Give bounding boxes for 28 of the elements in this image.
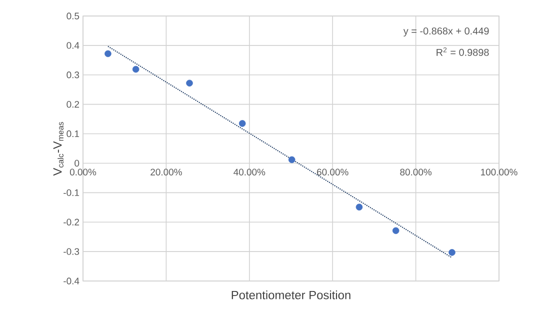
y-tick-label: 0: [74, 160, 80, 167]
y-tick-label: 0.2: [66, 100, 80, 108]
point: [132, 66, 140, 73]
y-tick-label: 0.4: [66, 42, 80, 49]
y-tick-label: 0.3: [66, 72, 80, 78]
point: [238, 120, 246, 127]
point: [356, 204, 363, 210]
point: [104, 50, 112, 58]
y-axis-title: V$_{calc}$-V$_{meas}$: [53, 122, 64, 176]
point: [392, 227, 400, 234]
y-tick-label: 0.5: [66, 12, 80, 20]
x-axis-title: Potentiometer Position: [232, 290, 350, 300]
y-tick-label: -0.3: [64, 248, 80, 255]
y-tick-label: -0.4: [64, 278, 80, 284]
point: [186, 80, 193, 87]
x-tick-label: 80.00%: [400, 168, 432, 176]
x-tick-label: 20.00%: [150, 168, 182, 176]
annotation: y = -0.868x + 0.449: [403, 27, 489, 36]
y-tick-label: -0.1: [64, 189, 80, 196]
x-tick-label: 0.00%: [70, 168, 96, 176]
x-tick-label: 60.00%: [317, 168, 348, 176]
point: [288, 156, 296, 164]
annotation: R$^{2}$ = 0.9898: [436, 47, 489, 56]
x-tick-label: 40.00%: [234, 168, 266, 176]
y-tick-label: 0.1: [66, 130, 80, 138]
y-tick-label: -0.2: [64, 218, 80, 226]
point: [448, 249, 456, 256]
x-tick-label: 100.00%: [481, 168, 518, 176]
